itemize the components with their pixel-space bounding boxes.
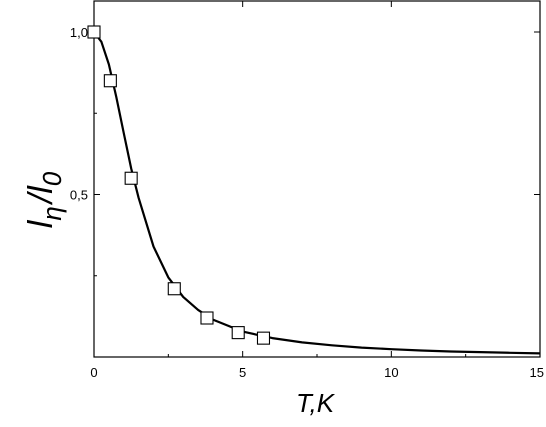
y-axis-title-sub2: 0: [37, 171, 67, 186]
tick-labels: 0 5 10 15 0,5 1,0: [70, 25, 544, 380]
svg-text:lη/l0: lη/l0: [22, 171, 67, 228]
data-point-square: [256, 331, 271, 345]
data-point-square: [87, 25, 101, 39]
y-axis-title: lη/l0: [22, 171, 67, 228]
axis-ticks: [93, 1, 541, 357]
y-tick-label: 0,5: [70, 188, 88, 203]
data-point-square: [167, 282, 181, 296]
plot-border: [93, 0, 541, 358]
y-axis-title-sub: η: [37, 206, 67, 220]
x-tick-label: 10: [384, 365, 398, 380]
y-axis-title-div: /: [22, 190, 60, 205]
x-tick-label: 15: [530, 365, 544, 380]
y-axis-title-main: l: [22, 219, 60, 228]
data-point-square: [124, 171, 138, 185]
x-tick-label: 5: [239, 365, 246, 380]
x-axis-title: T,K: [296, 388, 336, 418]
y-tick-label: 1,0: [70, 25, 88, 40]
fit-curve-path: [93, 31, 541, 355]
data-point-square: [231, 326, 245, 340]
x-tick-label: 0: [90, 365, 97, 380]
y-axis-title-main2: l: [22, 185, 60, 194]
data-point-square: [103, 74, 117, 88]
fit-curve: [93, 31, 541, 355]
plot-frame: [93, 0, 541, 358]
data-markers: [87, 25, 271, 345]
data-point-square: [200, 311, 214, 325]
